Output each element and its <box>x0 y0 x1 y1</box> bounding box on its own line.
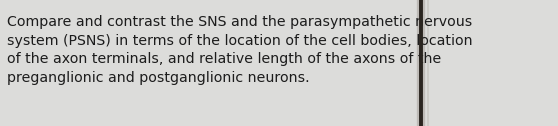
Text: Compare and contrast the SNS and the parasympathetic nervous
system (PSNS) in te: Compare and contrast the SNS and the par… <box>7 15 472 85</box>
